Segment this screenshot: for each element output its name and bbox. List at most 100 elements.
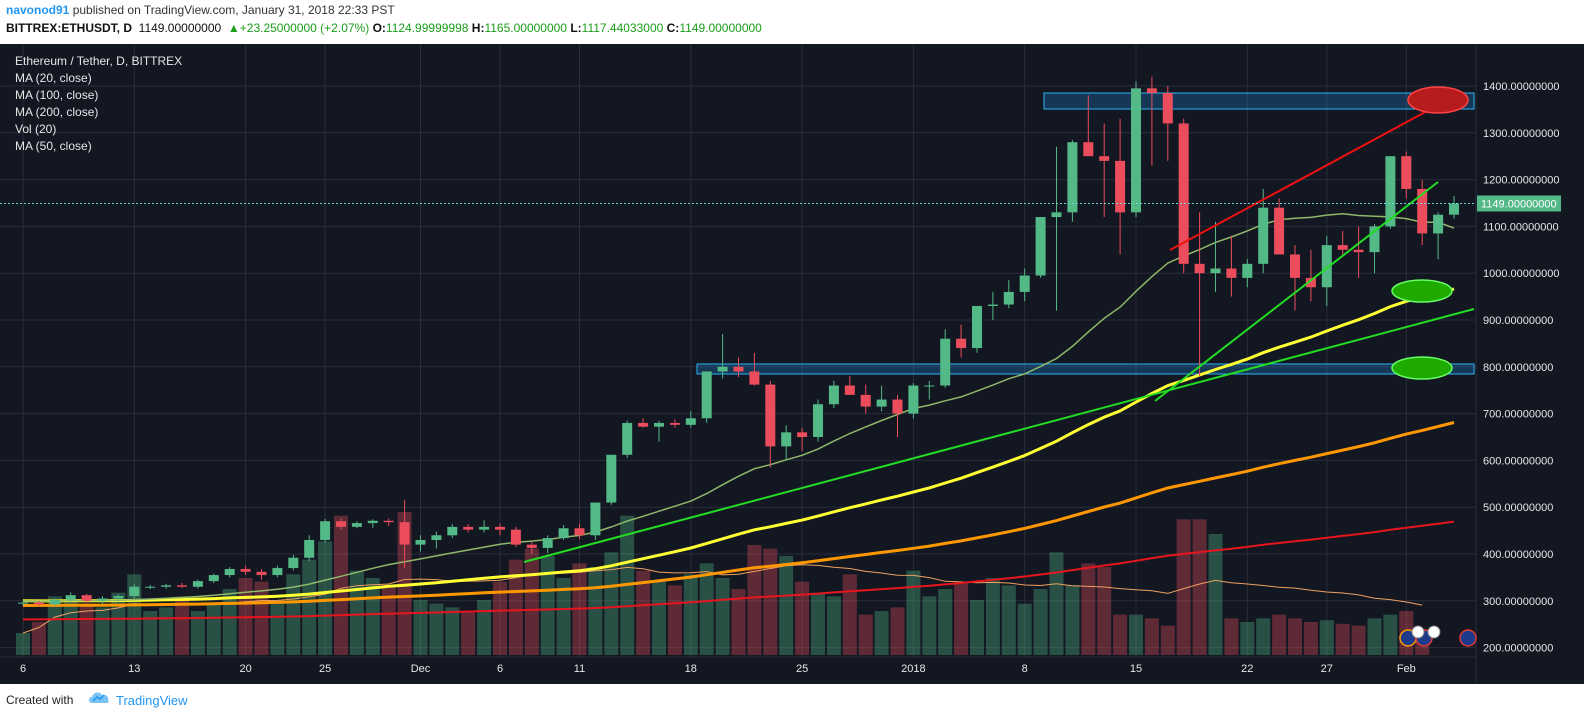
- open-label: O:: [372, 21, 386, 35]
- volume-bar: [1097, 567, 1112, 655]
- candle-down: [1115, 160, 1126, 213]
- candle-down: [510, 529, 521, 545]
- candle-up: [192, 581, 203, 587]
- last-price: 1149.00000000: [138, 21, 222, 35]
- green-target-ellipse-lower[interactable]: [1391, 356, 1453, 380]
- username-link[interactable]: navonod91: [6, 3, 70, 17]
- candle-up: [161, 585, 172, 587]
- candle-up: [1131, 88, 1141, 213]
- volume-bar: [445, 607, 460, 655]
- time-tick-label: 2018: [901, 663, 925, 675]
- candle-up: [924, 385, 935, 387]
- time-tick-label: 20: [239, 663, 251, 675]
- price-tick-label: 1400.00000000: [1483, 81, 1559, 93]
- candle-up: [415, 539, 426, 545]
- time-tick-label: 25: [796, 663, 808, 675]
- event-count-badge[interactable]: [1411, 625, 1425, 639]
- candle-up: [622, 422, 633, 455]
- candle-down: [1226, 268, 1237, 278]
- time-tick-label: 18: [685, 663, 697, 675]
- legend-item[interactable]: MA (50, close): [15, 139, 92, 153]
- volume-bar: [1129, 614, 1143, 655]
- volume-bar: [413, 600, 428, 655]
- candle-up: [447, 526, 458, 536]
- volume-bar: [667, 585, 682, 655]
- volume-bar: [381, 585, 396, 655]
- candle-down: [797, 432, 808, 437]
- publish-line: navonod91 published on TradingView.com, …: [6, 3, 395, 17]
- volume-bar: [985, 578, 1000, 655]
- volume-bar: [508, 559, 523, 655]
- candle-up: [908, 385, 919, 414]
- low-value: 1117.44033000: [581, 21, 664, 35]
- volume-bar: [588, 567, 603, 655]
- event-icons[interactable]: [1399, 625, 1477, 647]
- time-tick-label: 25: [319, 663, 331, 675]
- candle-up: [606, 454, 617, 503]
- candle-up: [542, 538, 553, 548]
- volume-bar: [1383, 614, 1398, 655]
- ma100-line: [22, 421, 1455, 607]
- candle-up: [1321, 245, 1332, 288]
- volume-bar: [1144, 618, 1159, 655]
- tradingview-cloud-icon: [89, 692, 109, 703]
- candle-down: [495, 526, 505, 530]
- candle-up: [1067, 142, 1078, 213]
- green-target-ellipse-upper[interactable]: [1391, 279, 1453, 303]
- volume-bar: [1224, 618, 1239, 655]
- price-tick-label: 900.00000000: [1483, 315, 1553, 327]
- volume-bar: [493, 581, 507, 655]
- event-count-badge-2[interactable]: [1427, 625, 1441, 639]
- candle-down: [733, 366, 744, 372]
- us-flag-event-icon-3[interactable]: [1459, 629, 1477, 647]
- legend-item[interactable]: MA (20, close): [15, 71, 92, 85]
- high-label: H:: [471, 21, 485, 35]
- volume-bar: [206, 603, 221, 655]
- price-tick-label: 200.00000000: [1483, 643, 1553, 655]
- price-tick-label: 600.00000000: [1483, 455, 1553, 467]
- candle-up: [65, 595, 76, 600]
- volume-bar: [302, 559, 317, 655]
- volume-bar: [970, 600, 984, 655]
- volume-bar: [334, 515, 348, 655]
- candle-up: [685, 418, 696, 425]
- volume-bar: [175, 596, 189, 655]
- volume-bar: [811, 592, 825, 655]
- candle-down: [638, 422, 649, 427]
- candle-up: [940, 338, 951, 386]
- candle-up: [113, 596, 124, 599]
- candle-up: [97, 598, 108, 601]
- volume-bar: [1335, 623, 1350, 655]
- legend-item[interactable]: MA (100, close): [15, 88, 99, 102]
- price-chart[interactable]: 1400.00000000 1300.00000000 1200.00000000 1…: [0, 44, 1584, 684]
- legend-item[interactable]: Vol (20): [15, 122, 57, 136]
- volume-bar: [1113, 614, 1128, 655]
- volume-bar: [16, 633, 30, 655]
- volume-bar: [779, 556, 794, 655]
- tradingview-link[interactable]: TradingView: [116, 693, 188, 708]
- candle-up: [1449, 203, 1459, 215]
- candle-up: [828, 385, 839, 405]
- candle-up: [351, 523, 362, 527]
- time-axis[interactable]: 6 13 20 25 Dec 6 11 18 25 2018 8 15 22 27 Feb: [20, 663, 1416, 675]
- volume-bar: [795, 581, 810, 655]
- close-label: C:: [666, 21, 680, 35]
- long-support-trendline[interactable]: [523, 308, 1475, 563]
- volume-bar: [524, 548, 539, 655]
- volume-bar: [556, 578, 571, 655]
- short-support-trendline[interactable]: [1154, 181, 1439, 402]
- high-value: 1165.00000000: [484, 21, 567, 35]
- candle-up: [224, 568, 235, 576]
- volume-bar: [731, 589, 746, 655]
- support-zone-box[interactable]: [696, 363, 1475, 375]
- legend-item[interactable]: MA (200, close): [15, 105, 99, 119]
- red-target-ellipse[interactable]: [1407, 86, 1469, 114]
- price-axis[interactable]: 1400.00000000 1300.00000000 1200.00000000 1…: [1483, 81, 1559, 655]
- created-with-text: Created with: [6, 693, 74, 707]
- candle-down: [526, 544, 537, 548]
- ma50-line: [22, 287, 1455, 603]
- resistance-trendline[interactable]: [1169, 103, 1441, 251]
- time-tick-label: Dec: [411, 663, 431, 675]
- volume-bar: [254, 581, 269, 655]
- candle-up: [18, 602, 28, 604]
